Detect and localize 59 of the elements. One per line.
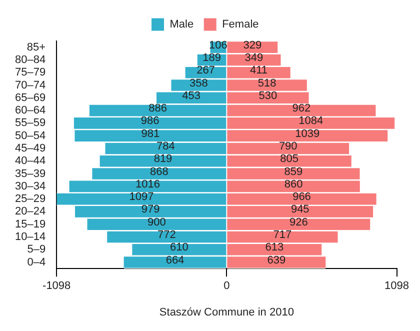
- y-tick-label: 55–59: [14, 117, 46, 130]
- y-tick-label: 30–34: [14, 180, 46, 192]
- data-label: 411: [250, 64, 268, 77]
- y-tick-label: 20–24: [14, 206, 46, 218]
- data-label: 267: [196, 64, 215, 77]
- data-label: 329: [243, 39, 262, 52]
- data-label: 349: [244, 52, 264, 64]
- data-label: 1039: [295, 128, 320, 140]
- legend-label: Male: [170, 18, 194, 31]
- data-label: 1084: [298, 115, 324, 128]
- x-tick-label: 0: [224, 280, 230, 292]
- legend-label: Female: [222, 18, 259, 31]
- y-tick-label: 50–54: [14, 130, 46, 142]
- data-label: 979: [141, 204, 160, 216]
- data-label: 859: [284, 166, 303, 178]
- y-tick-label: 15–19: [14, 218, 46, 230]
- data-label: 860: [284, 178, 303, 190]
- data-label: 453: [182, 90, 201, 102]
- y-tick-label: 0–4: [27, 256, 46, 268]
- x-tick-label: -1098: [42, 280, 71, 292]
- y-tick-label: 65–69: [14, 92, 46, 104]
- data-label: 772: [157, 229, 176, 242]
- data-label: 819: [154, 153, 172, 166]
- x-tick-label: 1098: [384, 280, 410, 292]
- data-label: 981: [141, 128, 160, 140]
- data-label: 1016: [135, 178, 160, 190]
- data-label: 805: [280, 153, 298, 166]
- data-label: 886: [148, 102, 167, 115]
- data-label: 784: [156, 140, 175, 153]
- y-tick-label: 5–9: [27, 244, 46, 256]
- data-label: 518: [258, 77, 276, 90]
- y-tick-label: 70–74: [14, 79, 46, 92]
- y-tick-label: 25–29: [14, 193, 46, 206]
- y-tick-label: 40–44: [14, 155, 46, 168]
- data-label: 189: [202, 52, 221, 64]
- data-label: 1097: [129, 191, 154, 204]
- data-label: 358: [190, 77, 208, 90]
- data-label: 945: [290, 204, 310, 216]
- data-label: 530: [258, 90, 278, 102]
- data-label: 966: [292, 191, 311, 204]
- y-tick-label: 45–49: [14, 142, 46, 155]
- y-tick-label: 75–79: [14, 66, 46, 79]
- data-label: 610: [170, 242, 188, 254]
- data-label: 639: [267, 254, 286, 266]
- data-label: 900: [148, 216, 166, 228]
- data-label: 926: [289, 216, 308, 228]
- data-label: 613: [265, 242, 284, 254]
- data-label: 717: [273, 229, 292, 242]
- x-axis-title: Staszów Commune in 2010: [159, 306, 294, 318]
- y-tick-label: 80–84: [14, 54, 46, 66]
- y-tick-label: 85+: [26, 41, 46, 54]
- y-tick-label: 60–64: [14, 104, 46, 117]
- y-tick-label: 10–14: [14, 231, 46, 244]
- data-label: 986: [140, 115, 160, 128]
- data-label: 962: [292, 102, 311, 115]
- y-tick-label: 35–39: [14, 168, 46, 180]
- data-label: 664: [166, 254, 184, 266]
- data-label: 868: [150, 166, 168, 178]
- data-label: 790: [278, 140, 298, 153]
